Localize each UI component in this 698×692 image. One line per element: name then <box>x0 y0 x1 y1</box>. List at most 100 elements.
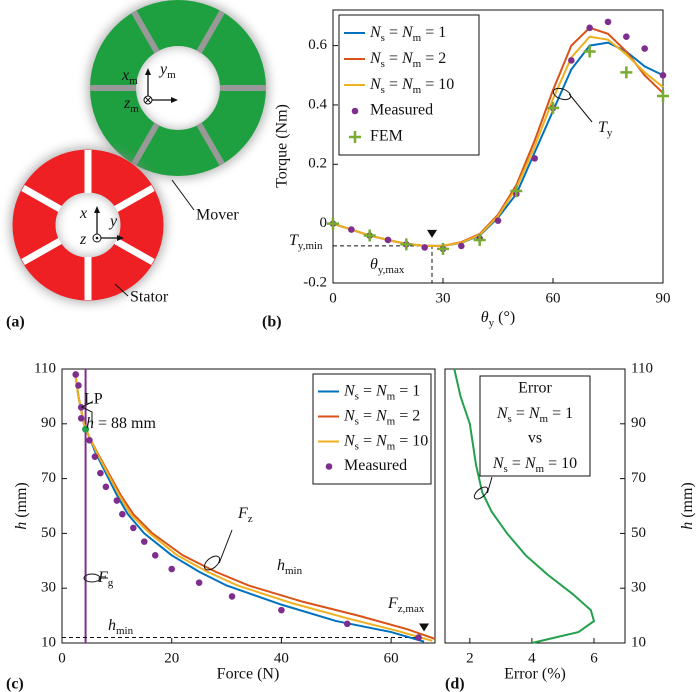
error-box-line: Ns = Nm = 1 <box>496 405 573 425</box>
panel-label: (a) <box>6 314 25 331</box>
text-part: m <box>413 58 422 70</box>
x-axis-label: Force (N) <box>217 666 280 683</box>
text-part: y <box>489 317 495 329</box>
text-part: h <box>679 522 696 530</box>
text-part: x <box>121 67 129 84</box>
data-point <box>72 371 80 378</box>
data-point <box>568 57 575 64</box>
text-part: N <box>375 382 388 399</box>
y-tick-label: 110 <box>631 360 653 376</box>
x-tick-label: 40 <box>274 650 289 666</box>
y-tick-label: 30 <box>41 580 56 596</box>
data-point <box>77 404 85 411</box>
text-part: (mm) <box>13 482 30 522</box>
text-part: y <box>108 213 118 230</box>
panel-label: (c) <box>6 676 24 692</box>
text-part: s <box>355 390 359 402</box>
text-part: N <box>401 76 414 93</box>
y-tick-label: 70 <box>631 470 646 486</box>
axis-name: ym <box>158 61 176 81</box>
text-part: g <box>108 577 114 589</box>
panel-label: (d) <box>445 676 465 692</box>
x-axis-label: θy (°) <box>481 309 515 329</box>
data-point <box>531 155 538 162</box>
min-marker <box>427 229 437 238</box>
data-point <box>363 229 376 242</box>
axis-name: y <box>108 213 118 230</box>
part-label: Stator <box>130 289 169 306</box>
legend-swatch <box>325 463 333 470</box>
text-part: = 2 <box>421 50 446 67</box>
data-point <box>151 552 159 559</box>
data-point <box>400 238 413 251</box>
data-point <box>102 483 110 491</box>
legend-label: FEM <box>370 128 403 145</box>
text-part: x <box>79 205 87 222</box>
y-axis-label: h (mm) <box>13 482 30 530</box>
text-part: y,max <box>378 264 405 276</box>
data-point <box>415 634 422 641</box>
legend-label: Ns = Nm = 1 <box>369 24 446 44</box>
y-tick-label: 90 <box>631 415 646 431</box>
legend-label: Ns = Nm = 1 <box>343 382 420 402</box>
text-part: y <box>158 61 168 78</box>
text-part: = 1 <box>548 405 573 422</box>
plot-frame <box>332 9 664 284</box>
text-part: N <box>492 455 505 472</box>
data-point <box>547 101 559 114</box>
text-part: N <box>401 50 414 67</box>
error-box <box>479 375 591 477</box>
text-part: (mm) <box>679 482 696 522</box>
text-part: = 10 <box>395 432 428 449</box>
text-part: T <box>289 232 299 249</box>
text-part: N <box>369 76 382 93</box>
legend-label: Ns = Nm = 10 <box>369 76 454 96</box>
error-box-line: vs <box>528 430 542 447</box>
data-point <box>343 620 351 628</box>
text-part: N <box>524 455 537 472</box>
text-part: F <box>237 505 248 522</box>
text-part: h <box>108 617 116 634</box>
text-part: m <box>413 32 422 44</box>
annotation: Ty,min <box>289 232 323 252</box>
text-part: m <box>387 440 396 452</box>
data-point <box>348 226 355 233</box>
text-part: N <box>343 382 356 399</box>
annotation: hmin <box>277 557 303 577</box>
series-line <box>453 368 596 644</box>
panel-label: (b) <box>262 314 282 331</box>
text-part: m <box>130 103 139 115</box>
max-marker <box>419 623 430 632</box>
text-part: s <box>355 415 359 427</box>
data-point <box>623 33 630 41</box>
data-point <box>494 217 502 224</box>
text-part: T <box>598 119 608 136</box>
text-part: N <box>369 24 382 41</box>
data-point <box>586 24 593 32</box>
data-point <box>327 217 339 230</box>
axis-name: x <box>79 205 87 222</box>
y-tick-label: 0.2 <box>308 156 327 172</box>
text-part: F <box>387 595 398 612</box>
data-point <box>437 242 449 255</box>
data-point <box>77 415 85 422</box>
x-tick-label: 4 <box>528 650 536 666</box>
mover-ring <box>87 0 269 179</box>
x-tick-label: 30 <box>436 290 451 306</box>
text-part: m <box>540 413 549 425</box>
text-part: z,max <box>398 603 425 615</box>
x-tick-label: 0 <box>58 650 66 666</box>
text-part: N <box>528 405 541 422</box>
legend-swatch <box>349 131 361 143</box>
legend-swatch <box>351 107 359 115</box>
callout <box>473 486 489 500</box>
text-part: h <box>86 415 94 432</box>
text-part: = 10 <box>421 76 454 93</box>
data-point <box>130 524 137 532</box>
y-tick-label: 0.4 <box>308 96 327 112</box>
data-point <box>86 436 93 444</box>
data-point <box>510 185 523 198</box>
text-part: (°) <box>494 309 515 326</box>
text-part: s <box>381 32 385 44</box>
